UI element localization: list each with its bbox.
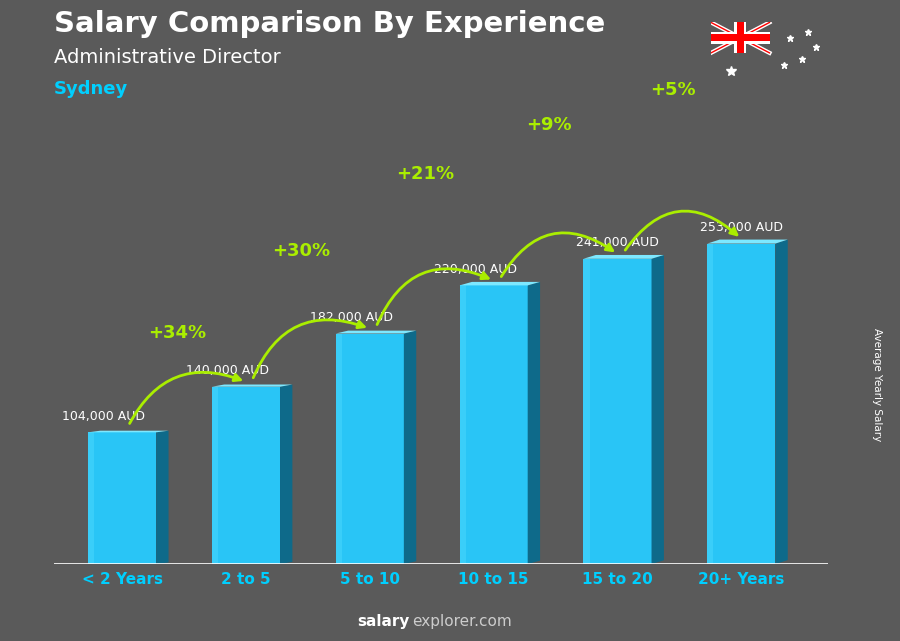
Bar bbox=[737, 22, 743, 53]
Polygon shape bbox=[460, 282, 540, 285]
Text: +34%: +34% bbox=[148, 324, 206, 342]
Bar bbox=[707, 244, 714, 564]
Bar bbox=[460, 285, 527, 564]
Bar bbox=[88, 432, 94, 564]
Text: 104,000 AUD: 104,000 AUD bbox=[62, 410, 145, 422]
Text: 220,000 AUD: 220,000 AUD bbox=[434, 263, 517, 276]
Text: 241,000 AUD: 241,000 AUD bbox=[576, 236, 659, 249]
Text: 182,000 AUD: 182,000 AUD bbox=[310, 311, 392, 324]
Polygon shape bbox=[707, 240, 788, 244]
Text: Administrative Director: Administrative Director bbox=[54, 48, 281, 67]
Bar bbox=[707, 244, 776, 564]
Bar bbox=[734, 22, 746, 53]
Polygon shape bbox=[776, 240, 788, 564]
Text: +5%: +5% bbox=[650, 81, 696, 99]
Text: +21%: +21% bbox=[396, 165, 454, 183]
Bar bbox=[212, 387, 218, 564]
Bar bbox=[460, 285, 466, 564]
Polygon shape bbox=[404, 331, 416, 564]
Text: Sydney: Sydney bbox=[54, 80, 128, 98]
Polygon shape bbox=[157, 431, 168, 564]
Bar bbox=[212, 387, 280, 564]
Text: Average Yearly Salary: Average Yearly Salary bbox=[872, 328, 883, 441]
Polygon shape bbox=[212, 385, 292, 387]
Text: salary: salary bbox=[357, 615, 410, 629]
Polygon shape bbox=[583, 255, 664, 259]
Text: explorer.com: explorer.com bbox=[412, 615, 512, 629]
Polygon shape bbox=[336, 331, 416, 333]
Text: +9%: +9% bbox=[526, 116, 572, 134]
Bar bbox=[583, 259, 590, 564]
Bar bbox=[88, 432, 157, 564]
Text: +30%: +30% bbox=[272, 242, 330, 260]
Bar bbox=[583, 259, 652, 564]
Text: 140,000 AUD: 140,000 AUD bbox=[186, 364, 269, 377]
Bar bbox=[336, 333, 404, 564]
Polygon shape bbox=[88, 431, 168, 432]
Polygon shape bbox=[527, 282, 540, 564]
Bar bbox=[336, 333, 342, 564]
Text: Salary Comparison By Experience: Salary Comparison By Experience bbox=[54, 10, 605, 38]
Text: 253,000 AUD: 253,000 AUD bbox=[700, 221, 783, 234]
Bar bbox=[711, 31, 770, 44]
Polygon shape bbox=[652, 255, 664, 564]
Bar bbox=[711, 34, 770, 41]
Polygon shape bbox=[280, 385, 292, 564]
